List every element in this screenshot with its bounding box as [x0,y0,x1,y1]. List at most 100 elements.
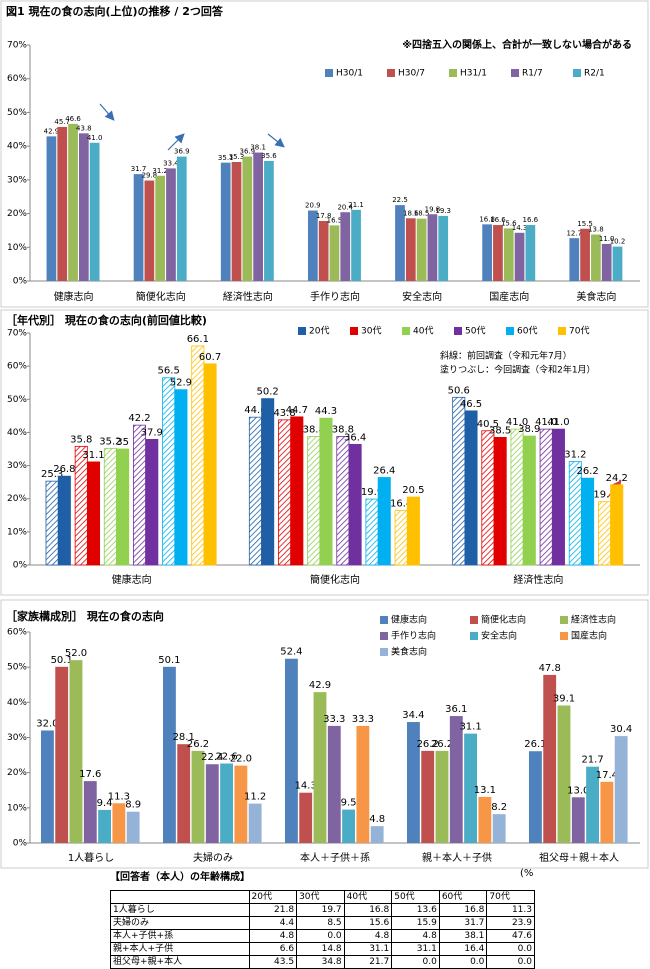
value-label: 26.8 [53,464,75,475]
table-cell: 4.8 [343,929,393,943]
y-tick-label: 60% [7,362,27,372]
table-cell: 6.6 [248,942,298,956]
legend-swatch [402,327,410,335]
value-label: 12.7 [566,229,582,237]
x-tick-label: 健康志向 [112,573,152,586]
table-cell: 11.3 [486,903,535,917]
bar [313,692,327,843]
bar [581,477,595,566]
bar [220,162,231,281]
bar [40,730,54,843]
legend-swatch [454,327,462,335]
table-cell: 8.5 [296,916,345,930]
y-tick-label: 10% [7,803,27,813]
legend-swatch [380,616,388,624]
age-table: 20代 30代 40代 50代 60代 70代 1人暮らし 21.8 19.7 16.8 13.6 1… [110,890,535,969]
bar [416,218,427,281]
bar [307,210,318,281]
bar [307,436,321,566]
legend-label: 20代 [309,326,329,337]
value-label: 35.8 [70,434,92,445]
value-label: 60.7 [199,352,221,363]
x-tick-label: 簡便化志向 [136,290,186,303]
value-label: 18.6 [403,209,419,217]
bar [600,781,614,843]
bar [510,428,524,566]
bar [242,156,253,281]
bar [83,781,97,843]
bar [162,377,176,566]
y-tick-label: 10% [7,527,27,537]
value-label: 8.9 [125,800,141,811]
bar [162,666,176,843]
legend-label: 手作り志向 [391,630,436,642]
bar [290,416,304,566]
table-cell: 31.1 [343,942,393,956]
bar [601,243,612,281]
arrow [267,133,285,148]
value-label: 36.9 [174,148,190,156]
value-label: 36.9 [240,148,256,156]
table-cell: 15.6 [343,916,393,930]
bar [348,443,362,566]
value-label: 43.8 [76,124,92,132]
bar [68,123,78,282]
chart-title: ［家族構成別］ 現在の食の志向 [6,609,164,623]
value-label: 42.2 [128,413,150,424]
bar [45,480,59,566]
arrow [167,133,185,151]
value-label: 40.5 [477,419,499,430]
bar [464,733,478,843]
note: 塗りつぶし：今回調査（令和2年1月） [440,364,596,376]
legend-swatch [560,616,568,624]
value-label: 50.1 [51,655,73,666]
x-tick-label: 親＋本人＋子供 [422,851,492,864]
table-cell: 31.1 [391,942,440,956]
legend-swatch [387,69,395,77]
frame [0,599,649,869]
value-label: 20.4 [337,203,353,211]
bar [145,438,159,566]
bar [116,448,130,566]
table-header: 20代 30代 40代 50代 60代 70代 [110,890,535,904]
table-cell: 本人+子供+孫 [110,929,250,943]
y-tick-label: 20% [7,768,27,778]
value-label: 19.3 [435,207,451,215]
value-label: 44.7 [286,405,308,416]
bar [571,797,585,843]
legend-label: 国産志向 [571,630,607,642]
x-tick-label: 健康志向 [54,290,94,303]
bar [174,389,188,566]
bar [261,398,275,566]
value-label: 11.0 [599,235,615,243]
legend-swatch [380,632,388,640]
value-label: 28.1 [173,732,195,743]
value-label: 56.5 [158,366,180,377]
legend-label: H31/1 [460,69,487,79]
value-label: 39.1 [553,693,575,704]
value-label: 42.9 [309,680,331,691]
value-label: 36.1 [445,704,467,715]
y-tick-label: 0% [13,839,28,849]
value-label: 19.9 [361,487,383,498]
bar [569,238,580,281]
y-tick-label: 10% [7,243,27,253]
y-tick-label: 40% [7,428,27,438]
value-label: 35.1 [218,154,234,162]
bar [514,232,525,281]
bar [55,666,69,843]
value-label: 20.5 [402,485,424,496]
legend-label: 経済性志向 [571,614,616,626]
bar [78,133,89,281]
bar [329,225,340,281]
value-label: 38.8 [303,424,325,435]
bar [557,705,571,843]
value-label: 47.8 [539,663,561,674]
x-tick-label: 経済性志向 [223,290,273,303]
value-label: 14.3 [295,781,317,792]
bar [481,430,495,566]
bar [493,225,503,281]
value-label: 50.6 [448,385,470,396]
bar [133,174,144,281]
table-cell: 34.8 [296,955,345,969]
